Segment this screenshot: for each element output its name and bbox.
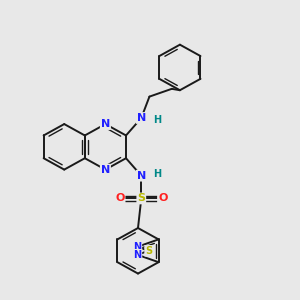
Text: H: H xyxy=(153,115,161,124)
Text: O: O xyxy=(158,194,167,203)
Text: N: N xyxy=(101,119,110,129)
Text: O: O xyxy=(115,194,124,203)
Text: N: N xyxy=(137,113,146,123)
Text: S: S xyxy=(145,246,152,256)
Text: N: N xyxy=(133,250,141,260)
Text: N: N xyxy=(133,242,141,252)
Text: N: N xyxy=(101,165,110,175)
Text: S: S xyxy=(137,194,145,203)
Text: N: N xyxy=(137,171,146,181)
Text: H: H xyxy=(153,169,161,179)
